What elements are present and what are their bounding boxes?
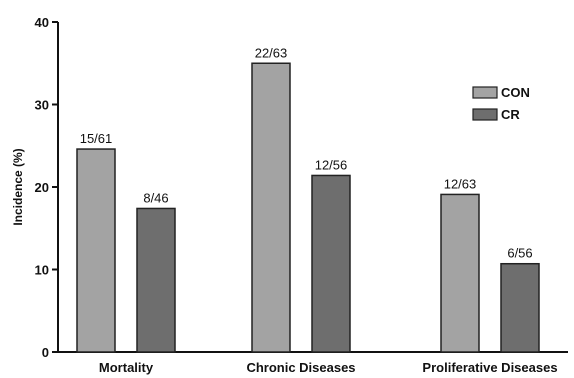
bar-con (440, 193, 480, 353)
bar-data-label: 6/56 (507, 246, 532, 261)
bar-data-label: 8/46 (143, 190, 168, 205)
bars (76, 62, 540, 353)
bar-data-label: 12/56 (315, 157, 348, 172)
bar-cr (136, 207, 176, 353)
x-category-label: Proliferative Diseases (422, 360, 557, 375)
y-tick-label: 30 (35, 98, 49, 113)
x-category-label: Chronic Diseases (246, 360, 355, 375)
y-tick-label: 40 (35, 15, 49, 30)
x-axis: Mortality Chronic Diseases Proliferative D… (58, 351, 568, 375)
y-tick-label: 0 (42, 345, 49, 360)
data-labels: 15/61 8/46 22/63 12/56 12/63 6/56 (80, 45, 533, 260)
legend-swatch-con (472, 86, 498, 99)
y-axis-title: Incidence (%) (11, 148, 25, 225)
y-tick-label: 20 (35, 180, 49, 195)
bar-cr (311, 174, 351, 353)
bar-data-label: 15/61 (80, 131, 113, 146)
bar-con (76, 148, 116, 353)
legend-label-cr: CR (501, 107, 520, 122)
bar-cr (500, 262, 540, 353)
bar-con (251, 62, 291, 353)
legend: CON CR (472, 85, 530, 122)
x-category-label: Mortality (99, 360, 154, 375)
bar-data-label: 12/63 (444, 176, 477, 191)
y-axis: 0 10 20 30 40 (35, 15, 59, 360)
legend-swatch-cr (472, 108, 498, 121)
bar-data-label: 22/63 (255, 45, 288, 60)
y-tick-label: 10 (35, 263, 49, 278)
legend-label-con: CON (501, 85, 530, 100)
